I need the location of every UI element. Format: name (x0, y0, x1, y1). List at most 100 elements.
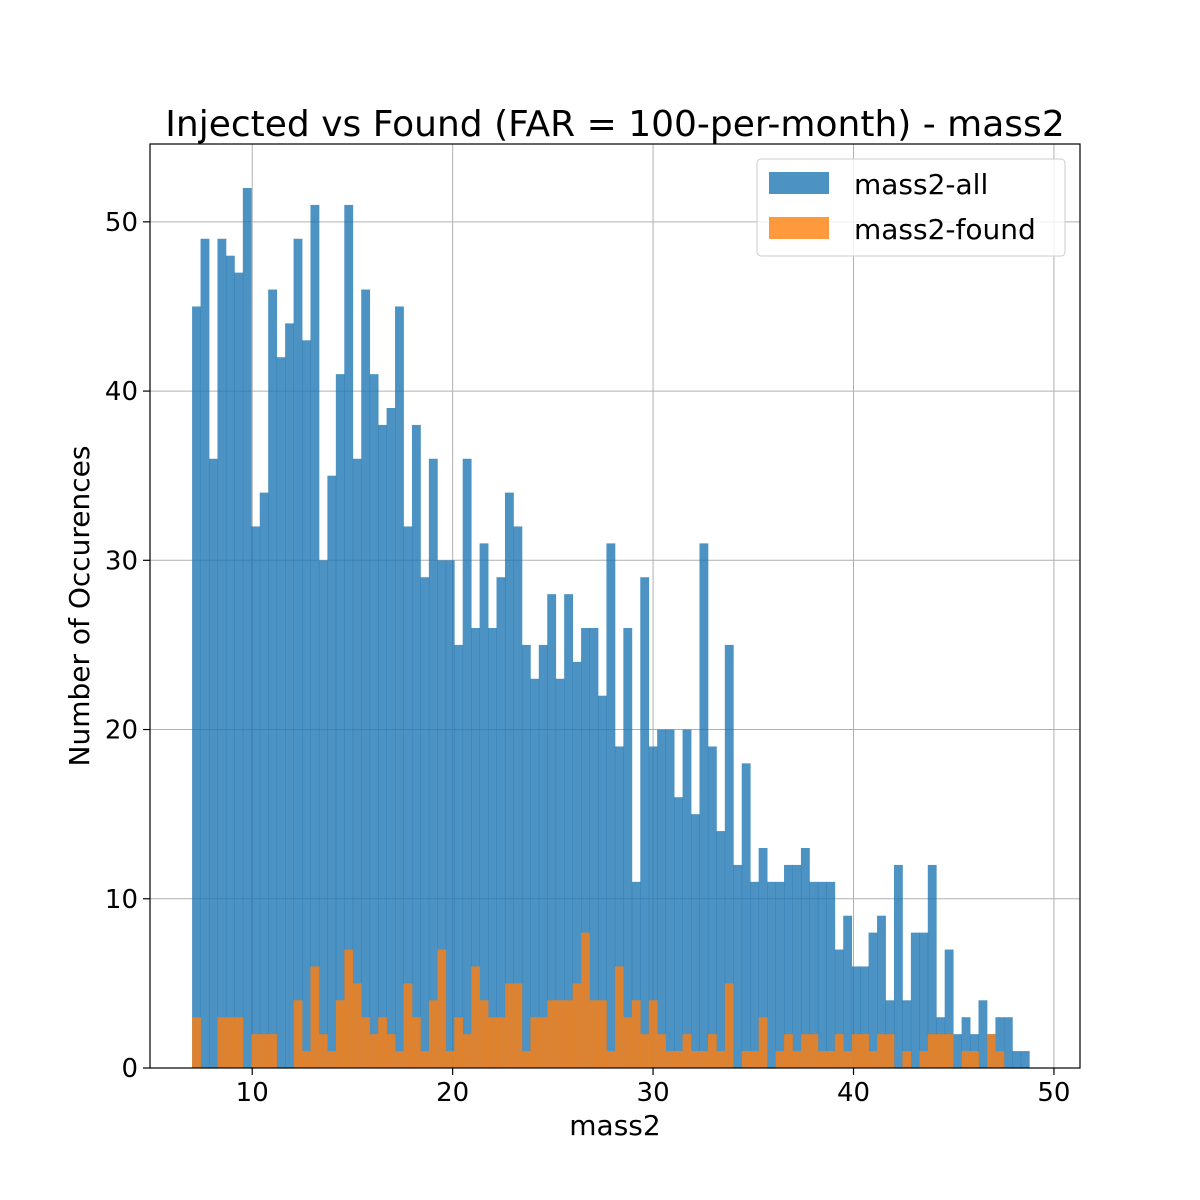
mass2-found-bar (665, 1051, 675, 1068)
mass2-found-bar (352, 983, 362, 1068)
mass2-all-bar (978, 1000, 988, 1068)
mass2-found-bar (657, 1034, 667, 1068)
mass2-found-bar (302, 1051, 311, 1068)
mass2-all-bar (555, 678, 565, 1068)
mass2-all-bar (817, 881, 827, 1068)
mass2-all-bar (784, 864, 793, 1068)
mass2-all-bar (581, 628, 590, 1068)
mass2-found-bar (225, 1017, 235, 1068)
axis-ticks: 10 20 30 40 50 0 10 20 30 40 50 (105, 208, 1071, 1108)
mass2-found-bar (614, 966, 624, 1068)
mass2-all-bar (285, 323, 294, 1068)
legend-label-mass2-all: mass2-all (854, 168, 988, 201)
mass2-all-bar (504, 492, 514, 1069)
mass2-all-bar (259, 492, 269, 1069)
mass2-all-bar (538, 644, 548, 1068)
mass2-all-bar (733, 864, 743, 1068)
mass2-found-bar (488, 1017, 497, 1068)
mass2-found-bar (479, 1000, 489, 1068)
mass2-all-bar (893, 864, 903, 1068)
mass2-all-bar (293, 238, 303, 1068)
mass2-all-bar (877, 915, 886, 1068)
x-tick-label-20: 20 (436, 1078, 469, 1108)
mass2-found-bar (369, 1034, 379, 1068)
mass2-all-bar (589, 628, 599, 1068)
mass2-found-bar (530, 1017, 540, 1068)
mass2-found-bar (834, 1034, 844, 1068)
mass2-found-bar (640, 1034, 650, 1068)
mass2-found-bar (775, 1051, 785, 1068)
mass2-all-bar (352, 458, 362, 1068)
mass2-found-bar (513, 983, 523, 1068)
mass2-found-bar (581, 932, 590, 1068)
mass2-found-bar (800, 1034, 810, 1068)
mass2-all-bar (860, 966, 869, 1068)
mass2-found-bar (538, 1017, 548, 1068)
mass2-all-bar (682, 729, 692, 1068)
y-tick-label-10: 10 (105, 885, 138, 915)
mass2-found-bar (970, 1051, 979, 1068)
y-tick-label-40: 40 (105, 377, 138, 407)
mass2-found-bar (454, 1017, 464, 1068)
mass2-all-bar (395, 306, 404, 1068)
mass2-all-bar (631, 881, 641, 1068)
mass2-found-bars (192, 932, 1005, 1068)
mass2-found-bar (885, 1034, 895, 1068)
legend: mass2-all mass2-found (756, 158, 1066, 257)
mass2-all-bar (953, 1034, 963, 1068)
mass2-all-bar (691, 814, 700, 1068)
mass2-found-bar (589, 1000, 599, 1068)
mass2-found-bar (868, 1051, 878, 1068)
mass2-all-bar (200, 238, 210, 1068)
mass2-found-bar (361, 1017, 371, 1068)
mass2-found-bar (784, 1034, 793, 1068)
mass2-all-bar (597, 695, 607, 1068)
legend-box (756, 158, 1066, 257)
mass2-found-bar (318, 1034, 328, 1068)
mass2-all-bar (826, 881, 836, 1068)
mass2-found-bar (555, 1000, 565, 1068)
mass2-all-bar (564, 594, 574, 1068)
x-tick-label-10: 10 (236, 1078, 269, 1108)
mass2-found-bar (902, 1051, 912, 1068)
mass2-found-bar (234, 1017, 244, 1068)
mass2-all-bar (809, 881, 819, 1068)
mass2-all-bar (411, 424, 421, 1068)
mass2-found-bar (919, 1051, 929, 1068)
mass2-all-bar (369, 374, 379, 1069)
mass2-all-bar (868, 932, 878, 1068)
mass2-all-bar (716, 831, 726, 1068)
y-tick-label-50: 50 (105, 208, 138, 238)
mass2-found-bar (699, 1051, 709, 1068)
mass2-all-bar (767, 881, 776, 1068)
mass2-found-bar (327, 1051, 337, 1068)
mass2-all-bar (530, 678, 540, 1068)
mass2-all-bar (674, 797, 683, 1068)
mass2-all-bar (758, 848, 768, 1068)
mass2-all-bar (420, 577, 430, 1068)
mass2-found-bar (395, 1051, 404, 1068)
mass2-found-bar (648, 1000, 658, 1068)
mass2-found-bar (682, 1034, 692, 1068)
mass2-found-bar (437, 949, 447, 1068)
x-tick-label-50: 50 (1037, 1078, 1070, 1108)
mass2-found-bar (192, 1017, 201, 1068)
mass2-found-bar (936, 1034, 946, 1068)
mass2-found-bar (471, 966, 481, 1068)
mass2-all-bar (242, 188, 252, 1068)
mass2-all-bar (225, 255, 235, 1068)
mass2-all-bar (310, 204, 320, 1068)
mass2-all-bar (386, 408, 396, 1068)
mass2-all-bar (724, 644, 734, 1068)
mass2-found-bar (403, 983, 413, 1068)
mass2-all-bar (919, 932, 929, 1068)
mass2-found-bar (445, 1051, 455, 1068)
y-tick-label-20: 20 (105, 716, 138, 746)
mass2-all-bar (318, 560, 328, 1068)
mass2-found-bar (496, 1017, 506, 1068)
mass2-found-bar (259, 1034, 269, 1068)
mass2-all-bar (327, 475, 337, 1068)
mass2-all-bar (209, 458, 218, 1068)
mass2-found-bar (411, 1017, 421, 1068)
mass2-all-bar (445, 560, 455, 1068)
